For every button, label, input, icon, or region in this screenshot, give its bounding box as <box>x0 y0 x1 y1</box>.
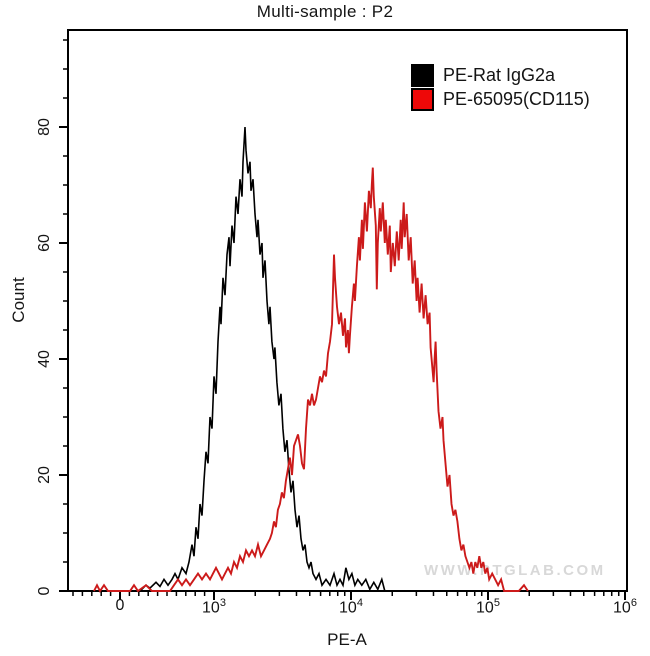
x-axis-label: PE-A <box>327 630 367 649</box>
y-axis-label: Count <box>9 277 28 323</box>
legend: PE-Rat IgG2a PE-65095(CD115) <box>411 63 590 111</box>
y-tick-label: 80 <box>36 118 53 136</box>
histogram-curve-pe-rat-igg2a <box>139 126 386 592</box>
y-tick-label: 20 <box>36 466 53 484</box>
legend-label: PE-Rat IgG2a <box>443 64 556 85</box>
y-tick-label: 60 <box>36 234 53 252</box>
legend-item-control: PE-Rat IgG2a <box>411 63 590 87</box>
legend-swatch-black <box>411 63 434 87</box>
x-tick-label: 104 <box>339 597 363 617</box>
x-tick-label: 103 <box>202 597 226 617</box>
x-tick-label: 106 <box>613 597 637 617</box>
page-title: Multi-sample : P2 <box>256 2 394 21</box>
legend-item-sample: PE-65095(CD115) <box>411 87 590 111</box>
legend-swatch-red <box>411 87 434 111</box>
x-tick-label: 0 <box>115 597 125 614</box>
y-tick-label: 40 <box>36 350 53 368</box>
histogram-curve-pe-65095-cd115- <box>93 167 529 593</box>
plot-border <box>67 29 628 592</box>
y-tick-label: 0 <box>36 586 53 596</box>
x-tick-label: 105 <box>476 597 500 617</box>
legend-label: PE-65095(CD115) <box>443 88 590 109</box>
